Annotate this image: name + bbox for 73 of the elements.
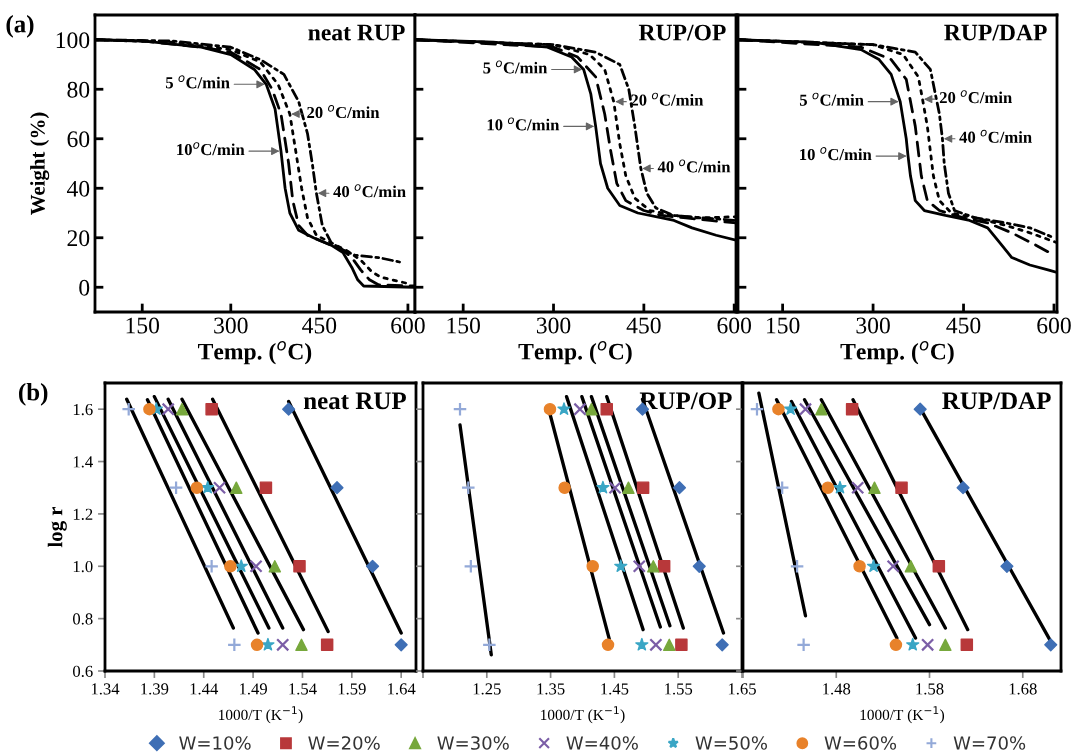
annotation: 10 $^{o}$C/min: [800, 147, 872, 161]
x-axis-title: Temp. ($^{o}$C): [518, 341, 632, 365]
chart-title: RUP/DAP: [942, 392, 1051, 410]
legend-label: W=70%: [953, 736, 1026, 750]
x-tick-label: 1.68: [1009, 683, 1037, 695]
y-tick-label: 80: [67, 81, 90, 98]
x-axis-title: Temp. ($^{o}$C): [197, 341, 312, 365]
legend-label: W=40%: [566, 736, 638, 750]
y-tick-label: 1.6: [73, 403, 93, 416]
x-tick-label: 300: [214, 317, 248, 334]
x-tick-label: 1.39: [141, 683, 169, 695]
annotation: 40 $^{o}$C/min: [959, 129, 1032, 143]
x-tick-label: 600: [1037, 317, 1071, 334]
chart-title: RUP/OP: [638, 24, 726, 41]
x-tick-label: 150: [766, 317, 800, 334]
y-tick-label: 40: [66, 180, 90, 197]
annotation: 10 $^{o}$C/min: [487, 117, 560, 131]
x-tick-label: 1.58: [916, 683, 944, 695]
legend-label: W=10%: [179, 736, 251, 750]
x-axis-title: 1000/T (K$^{−1}$): [860, 706, 945, 724]
x-tick-label: 1.64: [388, 683, 416, 695]
x-tick-label: 600: [717, 317, 751, 334]
annotation: 20 $^{o}$C/min: [631, 92, 704, 106]
text: (b): [19, 383, 48, 406]
x-tick-label: 150: [447, 317, 480, 334]
x-tick-label: 1.44: [190, 683, 219, 695]
x-tick-label: 300: [536, 317, 571, 334]
y-tick-label: 20: [67, 230, 90, 247]
annotation: 5 $^{o}$C/min: [483, 60, 548, 74]
y-tick-label: 1.2: [73, 508, 93, 520]
y-tick-label: 0.8: [73, 613, 93, 625]
x-tick-label: 1.35: [537, 683, 565, 695]
x-tick-label: 1.48: [823, 683, 851, 695]
annotation: 40 $^{o}$C/min: [657, 159, 731, 173]
chart-title: neat RUP: [308, 24, 405, 41]
legend-label: W=60%: [824, 736, 897, 750]
x-tick-label: 450: [946, 317, 981, 334]
x-tick-label: 1.54: [289, 683, 317, 695]
x-axis-title: 1000/T (K$^{−1}$): [541, 706, 625, 724]
y-tick-label: 1.4: [73, 456, 93, 468]
y-axis-title: log r: [47, 506, 67, 548]
y-tick-label: 1.0: [73, 560, 93, 573]
chart-title: RUP/DAP: [944, 24, 1047, 41]
x-tick-label: 1.45: [601, 683, 629, 695]
x-tick-label: 150: [126, 317, 160, 334]
y-axis-title: Weight (%): [30, 112, 50, 215]
annotation: 40 $^{o}$C/min: [333, 184, 406, 198]
x-axis-title: Temp. ($^{o}$C): [840, 341, 954, 365]
x-tick-label: 1.49: [239, 683, 267, 695]
legend-label: W=50%: [695, 736, 768, 750]
annotation: 5 $^{o}$C/min: [799, 92, 864, 106]
x-axis-title: 1000/T (K$^{−1}$): [219, 706, 303, 724]
x-tick-label: 300: [856, 317, 890, 334]
y-tick-label: 60: [67, 131, 90, 148]
annotation: 5 $^{o}$C/min: [165, 75, 230, 89]
x-tick-label: 1.59: [338, 683, 366, 695]
x-tick-label: 450: [302, 317, 337, 334]
x-tick-label: 1.34: [91, 683, 120, 695]
annotation: 20 $^{o}$C/min: [939, 90, 1012, 104]
annotation: 10$^{o}$C/min: [177, 142, 245, 156]
x-tick-label: 600: [391, 317, 425, 334]
text: (a): [6, 15, 34, 38]
x-tick-label: 1.55: [665, 683, 693, 695]
x-tick-label: 450: [626, 317, 661, 334]
chart-title: neat RUP: [303, 392, 406, 410]
legend-label: W=30%: [437, 736, 509, 750]
x-tick-label: 1.65: [728, 683, 756, 695]
y-tick-label: 100: [56, 32, 90, 49]
legend-label: W=20%: [308, 736, 380, 750]
x-tick-label: 1.25: [473, 683, 501, 695]
y-tick-label: 0: [79, 279, 90, 296]
annotation: 20 $^{o}$C/min: [307, 105, 380, 119]
y-tick-label: 0.6: [73, 665, 93, 678]
